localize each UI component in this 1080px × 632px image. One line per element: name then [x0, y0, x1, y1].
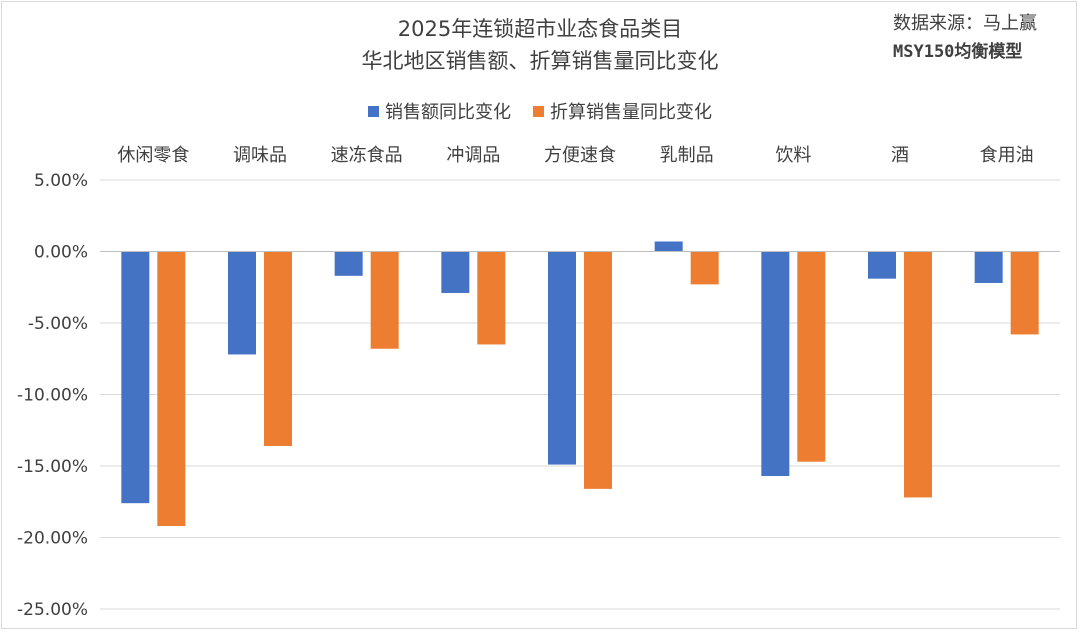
bar-sales [761, 251, 790, 477]
chart-subtitle: 华北地区销售额、折算销售量同比变化 [361, 49, 719, 73]
y-tick-label: -10.00% [17, 386, 88, 406]
y-tick-label: 0.00% [34, 243, 88, 263]
y-tick-label: -20.00% [17, 529, 88, 549]
category-label: 饮料 [775, 145, 811, 166]
bar-volume [584, 251, 612, 489]
category-label: 食用油 [980, 145, 1034, 166]
bar-sales [868, 251, 896, 279]
category-label: 冲调品 [446, 145, 500, 166]
data-source-label: 数据来源：马上赢 [893, 13, 1037, 34]
category-label: 速冻食品 [331, 145, 403, 166]
bar-volume [690, 251, 719, 285]
legend-item-sales: 销售额同比变化 [368, 98, 511, 124]
bar-volume [1010, 251, 1039, 335]
bar-volume [370, 251, 399, 349]
bar-volume [157, 251, 186, 527]
category-label: 调味品 [233, 145, 287, 166]
bar-volume [797, 251, 826, 462]
bar-sales [548, 251, 576, 465]
legend-label-sales: 销售额同比变化 [385, 102, 511, 123]
category-label: 乳制品 [660, 145, 714, 166]
bar-sales [121, 251, 150, 504]
y-tick-label: -5.00% [28, 314, 88, 334]
bar-volume [264, 251, 292, 446]
legend-item-volume: 折算销售量同比变化 [533, 98, 712, 124]
legend-swatch-sales [368, 105, 379, 117]
y-tick-label: -25.00% [17, 600, 88, 620]
legend-swatch-volume [533, 105, 544, 117]
bar-volume [904, 251, 932, 498]
chart-legend: 销售额同比变化 折算销售量同比变化 [0, 98, 1080, 124]
y-tick-label: 5.00% [34, 171, 88, 191]
category-label: 酒 [891, 145, 909, 166]
bar-sales [334, 251, 363, 276]
legend-label-volume: 折算销售量同比变化 [550, 102, 712, 123]
chart-title: 2025年连锁超市业态食品类目 [397, 17, 683, 41]
bar-volume [477, 251, 506, 345]
category-label: 方便速食 [544, 145, 616, 166]
bar-sales [228, 251, 256, 355]
bar-sales [441, 251, 470, 293]
category-label: 休闲零食 [117, 145, 189, 166]
model-label: MSY150均衡模型 [893, 42, 1023, 62]
y-tick-label: -15.00% [17, 457, 88, 477]
bar-sales [654, 241, 683, 252]
bar-sales [974, 251, 1003, 283]
